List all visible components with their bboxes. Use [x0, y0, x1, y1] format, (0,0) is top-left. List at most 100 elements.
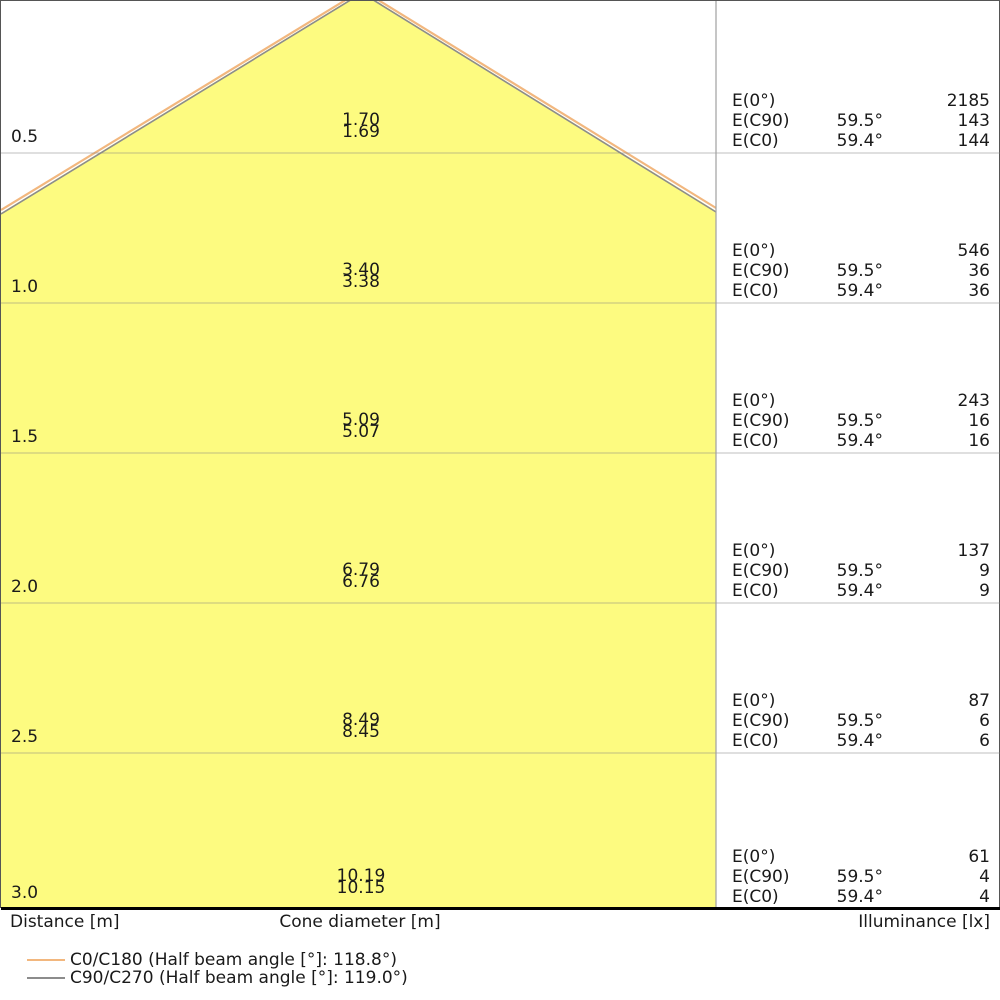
illuminance-line-ec0: E(C0) 59.4° 9 — [716, 581, 1000, 601]
e0-value: 546 — [957, 241, 990, 261]
illuminance-line-e0: E(0°) 61 — [716, 847, 1000, 867]
illuminance-line-ec90: E(C90) 59.5° 143 — [716, 111, 1000, 131]
cone-fill-shape — [1, 1, 716, 909]
ec90-label: E(C90) — [732, 711, 790, 731]
ec90-angle: 59.5° — [836, 411, 883, 431]
distance-tick-label: 3.0 — [11, 883, 39, 903]
illuminance-line-ec0: E(C0) 59.4° 4 — [716, 887, 1000, 907]
cone-diameter-c0-value: 8.45 — [342, 722, 380, 742]
legend-line-swatch-c0-icon — [27, 959, 65, 961]
ec0-angle: 59.4° — [836, 887, 883, 907]
cone-outline-c0-line — [1, 1, 717, 211]
ec90-value: 143 — [957, 111, 990, 131]
cone-diameter-c90-value: 1.70 — [342, 110, 380, 130]
ec90-label: E(C90) — [732, 867, 790, 887]
distance-tick-label: 1.0 — [11, 277, 39, 297]
ec0-value: 4 — [979, 887, 990, 907]
ec90-label: E(C90) — [732, 111, 790, 131]
ec0-label: E(C0) — [732, 431, 779, 451]
ec0-value: 9 — [979, 581, 990, 601]
illuminance-line-e0: E(0°) 87 — [716, 691, 1000, 711]
ec0-angle: 59.4° — [836, 131, 883, 151]
cone-diameter-c90-value: 5.09 — [342, 410, 380, 430]
cone-diameter-axis-label: Cone diameter [m] — [279, 912, 441, 932]
ec90-label: E(C90) — [732, 411, 790, 431]
ec0-label: E(C0) — [732, 131, 779, 151]
illuminance-line-ec0: E(C0) 59.4° 6 — [716, 731, 1000, 751]
e0-label: E(0°) — [732, 241, 776, 261]
ec0-value: 6 — [979, 731, 990, 751]
ec0-label: E(C0) — [732, 731, 779, 751]
e0-label: E(0°) — [732, 541, 776, 561]
cone-diameter-c0-value: 3.38 — [342, 272, 380, 292]
e0-value: 61 — [968, 847, 990, 867]
illuminance-line-ec90: E(C90) 59.5° 6 — [716, 711, 1000, 731]
cone-diameter-c0-value: 6.76 — [342, 572, 380, 592]
e0-value: 2185 — [946, 91, 990, 111]
cone-diameter-c90-value: 6.79 — [342, 560, 380, 580]
ec0-angle: 59.4° — [836, 581, 883, 601]
ec0-label: E(C0) — [732, 581, 779, 601]
illuminance-line-ec0: E(C0) 59.4° 144 — [716, 131, 1000, 151]
legend-entry-c90-c270: C90/C270 (Half beam angle [°]: 119.0°) — [0, 968, 1000, 988]
legend-label-c90: C90/C270 (Half beam angle [°]: 119.0°) — [70, 968, 408, 988]
illuminance-line-ec90: E(C90) 59.5° 4 — [716, 867, 1000, 887]
ec0-angle: 59.4° — [836, 431, 883, 451]
e0-label: E(0°) — [732, 391, 776, 411]
ec90-value: 36 — [968, 261, 990, 281]
illuminance-line-ec90: E(C90) 59.5° 16 — [716, 411, 1000, 431]
cone-diameter-c90-value: 8.49 — [342, 710, 380, 730]
distance-axis-label: Distance [m] — [10, 912, 120, 932]
legend-entry-c0-c180: C0/C180 (Half beam angle [°]: 118.8°) — [0, 950, 1000, 970]
illuminance-line-ec90: E(C90) 59.5° 9 — [716, 561, 1000, 581]
ec90-angle: 59.5° — [836, 711, 883, 731]
cone-chart-area: 0.5 1.70 1.69 E(0°) 2185 E(C90) 59.5° 14… — [0, 0, 1000, 910]
e0-value: 87 — [968, 691, 990, 711]
ec0-value: 36 — [968, 281, 990, 301]
gridlines — [1, 152, 1000, 754]
illuminance-line-ec90: E(C90) 59.5° 36 — [716, 261, 1000, 281]
ec90-angle: 59.5° — [836, 111, 883, 131]
ec90-angle: 59.5° — [836, 561, 883, 581]
ec90-value: 6 — [979, 711, 990, 731]
light-cone-graphic — [1, 1, 1000, 909]
cone-outline-c90-line — [1, 1, 717, 215]
illuminance-line-e0: E(0°) 2185 — [716, 91, 1000, 111]
cone-diameter-c0-value: 10.15 — [336, 878, 386, 898]
ec90-label: E(C90) — [732, 561, 790, 581]
ec0-label: E(C0) — [732, 887, 779, 907]
ec90-angle: 59.5° — [836, 867, 883, 887]
e0-label: E(0°) — [732, 691, 776, 711]
distance-tick-label: 0.5 — [11, 127, 39, 147]
ec90-value: 16 — [968, 411, 990, 431]
legend-line-swatch-c90-icon — [27, 977, 65, 979]
e0-value: 243 — [957, 391, 990, 411]
illuminance-axis-label: Illuminance [lx] — [858, 912, 990, 932]
illuminance-line-ec0: E(C0) 59.4° 36 — [716, 281, 1000, 301]
illuminance-line-ec0: E(C0) 59.4° 16 — [716, 431, 1000, 451]
ec0-angle: 59.4° — [836, 281, 883, 301]
chart-bottom-border — [1, 907, 1000, 910]
distance-tick-label: 1.5 — [11, 427, 39, 447]
e0-label: E(0°) — [732, 91, 776, 111]
ec0-value: 16 — [968, 431, 990, 451]
ec90-value: 9 — [979, 561, 990, 581]
distance-tick-label: 2.0 — [11, 577, 39, 597]
distance-tick-label: 2.5 — [11, 727, 39, 747]
ec90-value: 4 — [979, 867, 990, 887]
column-captions: Distance [m] Cone diameter [m] Illuminan… — [0, 912, 1000, 936]
e0-label: E(0°) — [732, 847, 776, 867]
cone-diameter-c0-value: 5.07 — [342, 422, 380, 442]
cone-diameter-c90-value: 10.19 — [336, 866, 386, 886]
illuminance-line-e0: E(0°) 546 — [716, 241, 1000, 261]
legend-label-c0: C0/C180 (Half beam angle [°]: 118.8°) — [70, 950, 397, 970]
e0-value: 137 — [957, 541, 990, 561]
illuminance-line-e0: E(0°) 137 — [716, 541, 1000, 561]
cone-diameter-c0-value: 1.69 — [342, 122, 380, 142]
ec0-label: E(C0) — [732, 281, 779, 301]
ec0-value: 144 — [957, 131, 990, 151]
cone-diameter-c90-value: 3.40 — [342, 260, 380, 280]
illuminance-line-e0: E(0°) 243 — [716, 391, 1000, 411]
ec0-angle: 59.4° — [836, 731, 883, 751]
